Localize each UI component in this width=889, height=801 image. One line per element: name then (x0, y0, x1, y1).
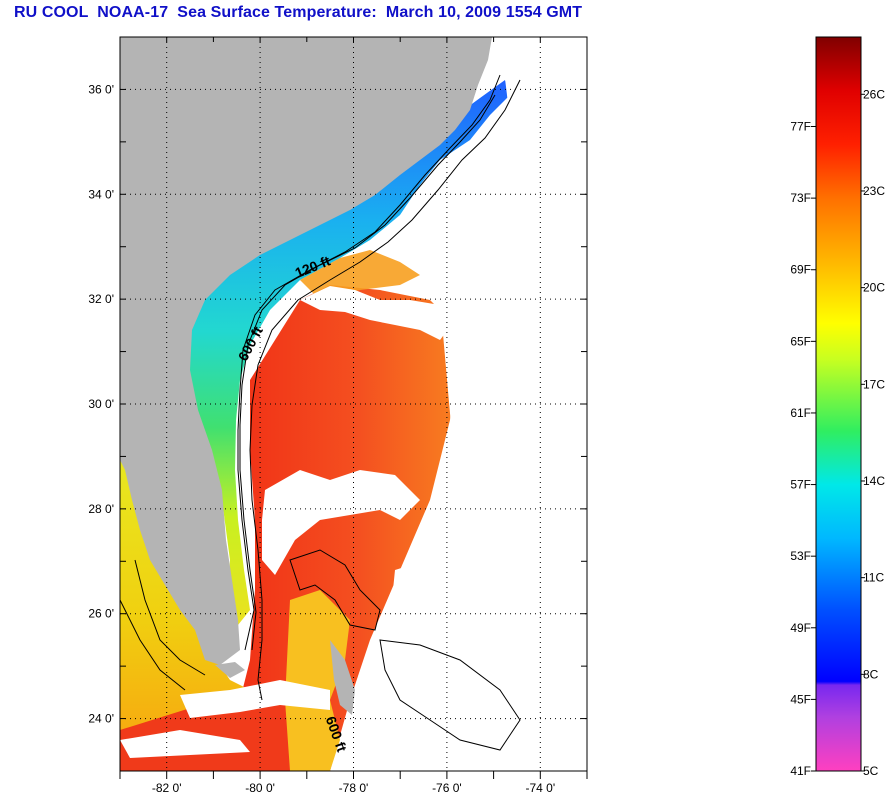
lat-tick-label: 24 0' (88, 712, 114, 726)
colorbar-fahrenheit-labels: 77F 73F 69F 65F 61F 57F 53F 49F 45F 41F (790, 120, 816, 778)
colorbar-c-label: 5C (863, 764, 879, 778)
colorbar-f-label: 53F (790, 549, 811, 563)
colorbar-c-label: 26C (863, 87, 885, 101)
colorbar-c-label: 8C (863, 667, 879, 681)
map-title: RU COOL NOAA-17 Sea Surface Temperature:… (14, 4, 583, 21)
bahamas-bank-water (285, 590, 350, 771)
lat-tick-label: 34 0' (88, 187, 114, 201)
colorbar-f-label: 77F (790, 120, 811, 134)
colorbar-f-label: 49F (790, 621, 811, 635)
colorbar-gradient (815, 36, 862, 772)
colorbar-f-label: 69F (790, 263, 811, 277)
lat-tick-label: 32 0' (88, 292, 114, 306)
lon-tick-label: -80 0' (245, 781, 275, 795)
land-mass (120, 37, 492, 665)
lon-tick-label: -74 0' (525, 781, 555, 795)
colorbar-celsius-labels: 26C 23C 20C 17C 14C 11C 8C 5C (861, 87, 885, 778)
colorbar-c-label: 17C (863, 377, 885, 391)
colorbar-f-label: 57F (790, 478, 811, 492)
isobath-contours (120, 74, 521, 751)
colorbar-c-label: 23C (863, 184, 885, 198)
colorbar-f-label: 61F (790, 406, 811, 420)
temperature-colorbar: 77F 73F 69F 65F 61F 57F 53F 49F 45F 41F 26C 23C 20C… (790, 36, 885, 778)
colorbar-c-label: 14C (863, 474, 885, 488)
colorbar-f-label: 65F (790, 334, 811, 348)
lon-tick-label: -78 0' (339, 781, 369, 795)
lat-tick-label: 30 0' (88, 397, 114, 411)
bahamas-land (330, 640, 355, 715)
lat-tick-label: 26 0' (88, 607, 114, 621)
lon-tick-label: -82 0' (152, 781, 182, 795)
lat-tick-label: 36 0' (88, 82, 114, 96)
gulf-stream-swath (210, 285, 460, 771)
lon-tick-label: -76 0' (432, 781, 462, 795)
colorbar-f-label: 45F (790, 692, 811, 706)
lat-tick-label: 28 0' (88, 502, 114, 516)
colorbar-c-label: 11C (863, 571, 884, 585)
colorbar-f-label: 73F (790, 191, 811, 205)
axis-ticks (119, 36, 588, 779)
florida-keys-land (215, 662, 245, 678)
latitude-labels: 24 0' 26 0' 28 0' 30 0' 32 0' 34 0' 36 0' (88, 82, 114, 725)
longitude-labels: -82 0' -80 0' -78 0' -76 0' -74 0' (152, 781, 555, 795)
colorbar-c-label: 20C (863, 281, 885, 295)
colorbar-f-label: 41F (790, 764, 811, 778)
